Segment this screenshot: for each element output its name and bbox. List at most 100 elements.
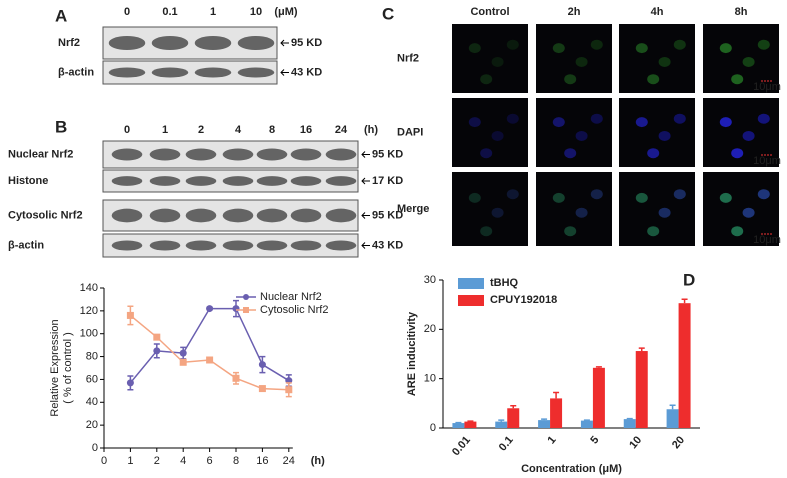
cell (635, 117, 648, 128)
arrow (361, 177, 370, 185)
x-tick-label: 1 (127, 455, 133, 467)
legend-label: CPUY192018 (490, 294, 557, 306)
size-label: 95 KD (291, 37, 322, 49)
y-axis-label: ( % of control ) (62, 332, 74, 404)
error-bar (681, 298, 688, 304)
bar (452, 423, 465, 428)
bar (495, 421, 508, 428)
x-tick-label: 6 (207, 455, 213, 467)
micrograph (452, 172, 528, 246)
error-bar (498, 419, 505, 422)
cell (480, 226, 493, 237)
band (256, 148, 288, 161)
lane-label: 1 (162, 124, 168, 136)
x-tick-label: 16 (256, 455, 268, 467)
band (290, 176, 322, 186)
row-label: Merge (397, 203, 429, 215)
legend-label: tBHQ (490, 277, 519, 289)
panel-letter: D (683, 270, 695, 289)
cell (635, 192, 648, 203)
cell (647, 148, 660, 159)
row-label: Histone (8, 175, 48, 187)
marker (206, 356, 214, 364)
cell (742, 130, 755, 141)
micrograph (452, 24, 528, 93)
legend-marker (243, 307, 249, 313)
band (111, 176, 143, 186)
bar (678, 303, 691, 428)
band (111, 240, 143, 251)
cell (480, 74, 493, 85)
band (222, 208, 254, 223)
cell (575, 130, 588, 141)
cell (590, 189, 603, 200)
cell (468, 43, 481, 54)
y-tick-label: 120 (80, 305, 98, 317)
marker (126, 379, 134, 387)
cell (564, 226, 577, 237)
legend-marker (243, 294, 249, 300)
band (290, 208, 322, 223)
lane-label: 1 (210, 6, 216, 18)
series-line (129, 307, 290, 384)
y-tick-label: 100 (80, 328, 98, 340)
marker (285, 386, 293, 394)
cell (480, 148, 493, 159)
band (149, 240, 181, 251)
bar (666, 409, 679, 428)
error-bar (638, 347, 645, 352)
cell (575, 207, 588, 218)
cell (719, 117, 732, 128)
lane-label: 4 (235, 124, 242, 136)
cell (506, 39, 519, 50)
scale-label: 10μm (753, 81, 781, 93)
band (185, 240, 217, 251)
cell (590, 113, 603, 124)
bar (592, 367, 605, 428)
cell (506, 189, 519, 200)
x-tick-label: 1 (545, 434, 558, 446)
band (108, 35, 146, 51)
marker (153, 333, 161, 341)
x-tick-label: 2 (154, 455, 160, 467)
cell (647, 74, 660, 85)
band (194, 67, 232, 78)
cell (731, 226, 744, 237)
marker (206, 305, 214, 313)
band (256, 240, 288, 251)
cell (506, 113, 519, 124)
cell (673, 113, 686, 124)
x-tick-label: 10 (627, 434, 644, 451)
cell (658, 130, 671, 141)
row-label: Nrf2 (397, 52, 419, 64)
band (237, 67, 275, 78)
band (325, 148, 357, 161)
x-tick-label: 4 (180, 455, 186, 467)
lane-label: 8 (269, 124, 275, 136)
bar (623, 419, 636, 428)
cell (719, 192, 732, 203)
band (149, 176, 181, 186)
marker (126, 311, 134, 319)
error-bar (595, 366, 602, 368)
row-label: Cytosolic Nrf2 (8, 209, 83, 221)
x-tick-label: 20 (670, 434, 687, 451)
band (290, 148, 322, 161)
size-label: 95 KD (372, 148, 403, 160)
x-tick-label: 0.1 (497, 434, 516, 453)
size-label: 43 KD (372, 239, 403, 251)
cell (658, 56, 671, 67)
cell (590, 39, 603, 50)
legend-label: Cytosolic Nrf2 (260, 304, 328, 316)
band (151, 67, 189, 78)
y-tick-label: 40 (86, 396, 98, 408)
y-axis-label: Relative Expression (49, 319, 61, 416)
lane-label: 10 (250, 6, 262, 18)
marker (153, 347, 161, 355)
arrow (361, 151, 370, 158)
lane-label: 16 (300, 124, 312, 136)
arrow (280, 39, 289, 47)
column-label: 2h (568, 6, 581, 18)
y-tick-label: 20 (86, 419, 98, 431)
